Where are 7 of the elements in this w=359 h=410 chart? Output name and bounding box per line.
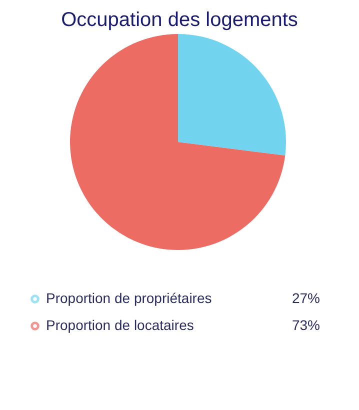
data-label: 73%: [292, 317, 320, 333]
legend-label: Proportion de propriétaires: [46, 290, 212, 306]
pie-slice: [178, 34, 286, 156]
legend-label: Proportion de locataires: [46, 317, 194, 333]
data-label: 27%: [292, 290, 320, 306]
pie-slice: [70, 34, 286, 250]
chart-title: Occupation des logements: [61, 9, 298, 31]
